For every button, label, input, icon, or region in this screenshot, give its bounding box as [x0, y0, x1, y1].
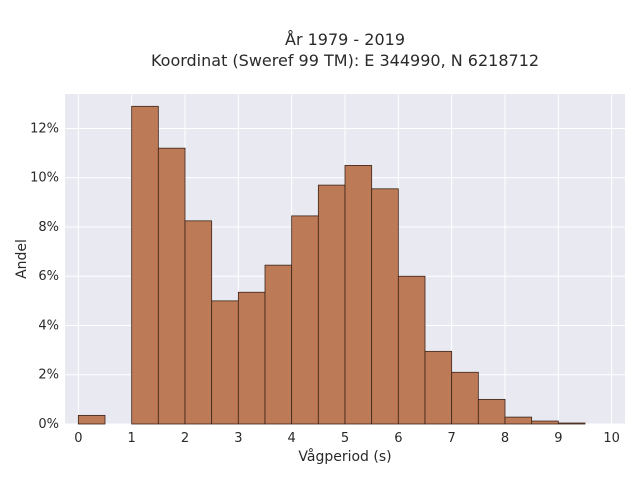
histogram-bar: [344, 165, 373, 425]
histogram-bar: [531, 420, 559, 425]
x-tick-label: 8: [501, 431, 509, 446]
x-tick-label: 1: [128, 431, 136, 446]
x-axis-label: Vågperiod (s): [298, 448, 391, 465]
y-tick-label: 6%: [38, 269, 59, 284]
histogram-bar: [477, 398, 506, 425]
histogram-bar: [317, 184, 346, 425]
x-tick-label: 7: [448, 431, 456, 446]
histogram-bar: [424, 350, 453, 425]
y-tick-label: 10%: [30, 171, 59, 186]
histogram-bar: [557, 422, 586, 425]
chart-title-line1: År 1979 - 2019: [285, 30, 405, 49]
y-tick-label: 4%: [38, 318, 59, 333]
x-tick-label: 4: [288, 431, 296, 446]
histogram-bar: [211, 300, 239, 425]
histogram-bar: [184, 220, 213, 425]
y-tick-label: 0%: [38, 417, 59, 432]
x-axis-ticks: 0 1 2 3 4 5 6 7 8 9 10: [74, 431, 620, 446]
y-tick-label: 12%: [30, 121, 59, 136]
x-tick-label: 10: [603, 431, 620, 446]
bars: [77, 105, 586, 425]
histogram-bar: [264, 264, 293, 425]
histogram-bar: [504, 416, 533, 425]
y-axis-ticks: 0% 2% 4% 6% 8% 10% 12%: [30, 121, 59, 432]
x-tick-label: 3: [234, 431, 242, 446]
histogram-bar: [237, 291, 266, 425]
chart-title-line2: Koordinat (Sweref 99 TM): E 344990, N 62…: [151, 51, 539, 70]
x-tick-label: 0: [74, 431, 82, 446]
x-tick-label: 9: [554, 431, 562, 446]
x-tick-label: 2: [181, 431, 189, 446]
histogram-bar: [291, 215, 319, 425]
histogram-bar: [131, 105, 159, 425]
x-tick-label: 5: [341, 431, 349, 446]
histogram-bar: [371, 188, 399, 425]
x-tick-label: 6: [394, 431, 402, 446]
histogram-bar: [397, 275, 426, 425]
y-axis-label: Andel: [14, 239, 30, 279]
histogram-bar: [77, 414, 106, 425]
y-tick-label: 2%: [38, 368, 59, 383]
histogram-bar: [451, 371, 479, 425]
histogram-bar: [157, 147, 186, 425]
y-tick-label: 8%: [38, 220, 59, 235]
